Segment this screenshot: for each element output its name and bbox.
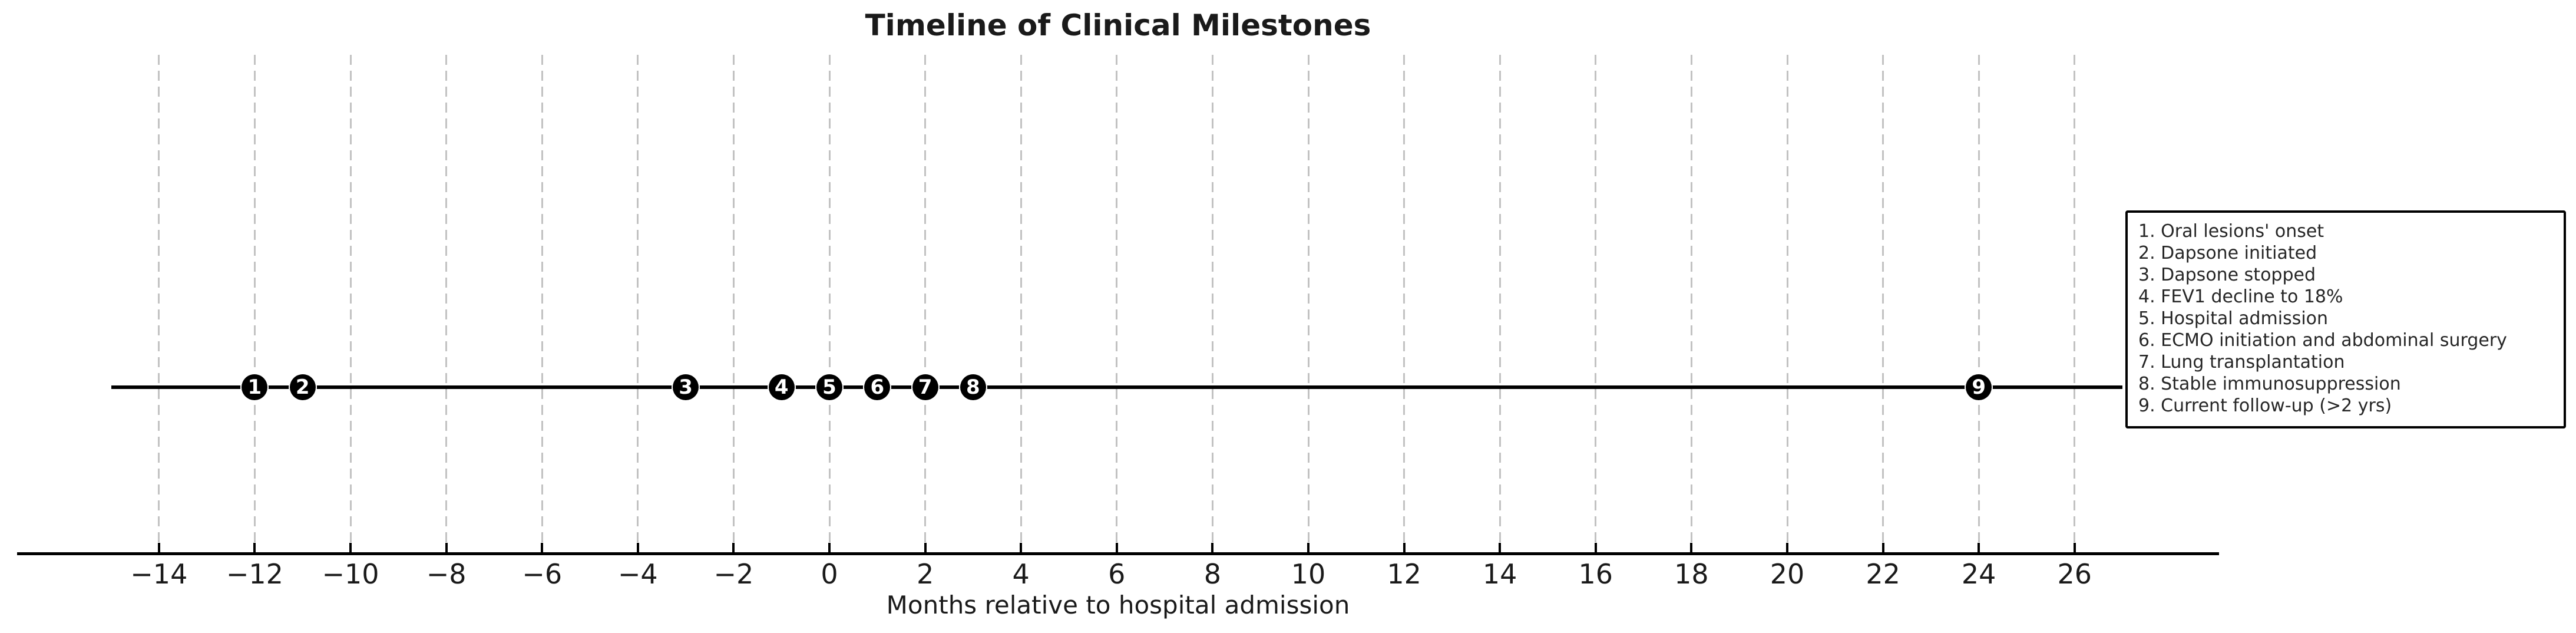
legend-item-4: 4. FEV1 decline to 18% [2138,286,2343,307]
gridline-month--14 [158,55,160,553]
tick-label-12: 12 [1387,558,1421,590]
tick-label-6: 6 [1108,558,1126,590]
gridline-month-6 [1116,55,1118,553]
milestone-marker-1: 1 [242,374,268,400]
tick-mark-0 [828,543,831,552]
tick-label-0: 0 [821,558,838,590]
tick-mark-8 [1211,543,1214,552]
tick-label-16: 16 [1578,558,1613,590]
tick-label-8: 8 [1203,558,1222,590]
gridline-month-0 [828,55,831,553]
legend-item-7: 7. Lung transplantation [2138,352,2345,372]
tick-mark-22 [1881,543,1884,552]
legend-item-6: 6. ECMO initiation and abdominal surgery [2138,330,2507,351]
gridline-month-14 [1499,55,1501,553]
tick-label--8: −8 [426,558,467,590]
chart-title: Timeline of Clinical Milestones [865,8,1371,42]
tick-label-4: 4 [1012,558,1030,590]
tick-mark--2 [732,543,735,552]
gridline-month--8 [445,55,448,553]
milestone-marker-3: 3 [673,374,699,400]
tick-label--4: −4 [617,558,658,590]
tick-label-26: 26 [2057,558,2092,590]
milestone-marker-6: 6 [864,374,891,400]
tick-mark-26 [2073,543,2076,552]
tick-mark--12 [253,543,256,552]
tick-mark-14 [1499,543,1502,552]
tick-label-10: 10 [1291,558,1326,590]
tick-label--14: −14 [130,558,188,590]
tick-mark-16 [1594,543,1597,552]
milestone-marker-7: 7 [912,374,938,400]
tick-label-20: 20 [1770,558,1805,590]
tick-mark--10 [349,543,352,552]
tick-label-2: 2 [916,558,934,590]
tick-mark-10 [1307,543,1310,552]
x-axis-label: Months relative to hospital admission [886,591,1350,619]
tick-mark-20 [1786,543,1788,552]
gridline-month--4 [637,55,639,553]
tick-label--12: −12 [226,558,283,590]
tick-label-14: 14 [1482,558,1517,590]
gridline-month-16 [1595,55,1597,553]
tick-mark--4 [636,543,639,552]
tick-mark-18 [1690,543,1693,552]
legend-item-2: 2. Dapsone initiated [2138,243,2317,263]
milestone-marker-2: 2 [289,374,316,400]
gridline-month-22 [1882,55,1884,553]
gridline-month-12 [1403,55,1406,553]
tick-label-22: 22 [1866,558,1900,590]
gridline-month-10 [1307,55,1310,553]
tick-label--6: −6 [522,558,563,590]
tick-label--10: −10 [322,558,379,590]
tick-mark-24 [1978,543,1980,552]
gridline-month--2 [732,55,735,553]
milestone-marker-8: 8 [960,374,986,400]
legend-item-1: 1. Oral lesions' onset [2138,221,2324,242]
gridline-month-20 [1786,55,1788,553]
tick-mark-2 [924,543,927,552]
legend-item-5: 5. Hospital admission [2138,308,2329,329]
tick-mark--14 [157,543,160,552]
legend-item-8: 8. Stable immunosuppression [2138,374,2401,394]
gridline-month-18 [1690,55,1692,553]
timeline-line [111,385,2123,389]
gridline-month--12 [253,55,256,553]
gridline-month-8 [1211,55,1213,553]
x-axis-line [17,552,2219,555]
tick-label-18: 18 [1674,558,1709,590]
milestone-marker-4: 4 [768,374,795,400]
gridline-month-4 [1020,55,1022,553]
gridline-month-2 [924,55,927,553]
legend-box: 1. Oral lesions' onset 2. Dapsone initiat… [2125,210,2566,428]
gridline-month-26 [2074,55,2076,553]
tick-mark--6 [541,543,544,552]
milestone-marker-5: 5 [816,374,842,400]
gridline-month-24 [1978,55,1980,553]
milestone-marker-9: 9 [1966,374,1992,400]
tick-mark-4 [1020,543,1023,552]
tick-mark-12 [1403,543,1406,552]
gridline-month--6 [541,55,543,553]
legend-item-3: 3. Dapsone stopped [2138,265,2316,285]
tick-mark-6 [1115,543,1118,552]
legend-item-9: 9. Current follow-up (>2 yrs) [2138,395,2392,416]
tick-mark--8 [445,543,448,552]
tick-label-24: 24 [1961,558,1996,590]
gridline-month--10 [349,55,352,553]
tick-label--2: −2 [713,558,754,590]
